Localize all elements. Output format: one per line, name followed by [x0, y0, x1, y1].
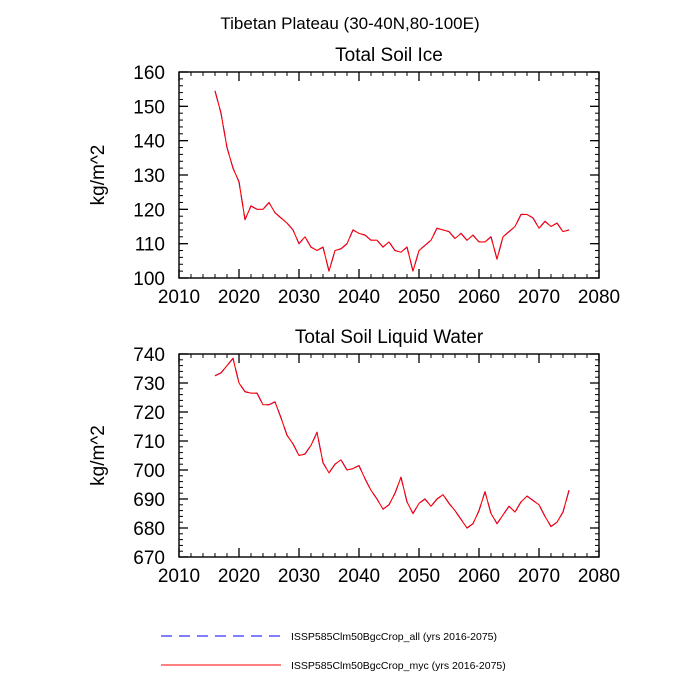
series-line-2 [214, 357, 570, 529]
y-tick-label: 130 [133, 166, 165, 187]
x-tick-label: 2060 [458, 287, 500, 308]
legend: ISSP585Clm50BgcCrop_all (yrs 2016-2075) I… [161, 631, 506, 672]
y-tick-label: 150 [133, 97, 165, 118]
chart-panel-1: Total Soil Ice kg/m^2 2010 2020 2030 2040 2050… [88, 45, 620, 308]
y-tick-label: 670 [133, 548, 165, 569]
x-tick-label: 2050 [398, 287, 440, 308]
x-tick-label: 2080 [578, 566, 620, 587]
y-tick-label: 740 [133, 345, 165, 366]
plot-frame [178, 353, 600, 558]
x-tick-label: 2030 [278, 287, 320, 308]
y-axis-label: kg/m^2 [88, 145, 109, 206]
x-tick-label: 2050 [398, 566, 440, 587]
legend-item-2: ISSP585Clm50BgcCrop_myc (yrs 2016-2075) [161, 660, 506, 672]
y-tick-label: 110 [135, 235, 165, 256]
x-tick-label: 2040 [338, 566, 380, 587]
figure-title: Tibetan Plateau (30-40N,80-100E) [220, 14, 479, 33]
panel-title: Total Soil Liquid Water [295, 327, 484, 348]
y-tick-label: 160 [133, 63, 165, 84]
y-tick-label: 680 [133, 519, 165, 540]
y-tick-label: 100 [133, 269, 165, 290]
chart-panel-2: Total Soil Liquid Water kg/m^2 2010 2020 203… [88, 327, 620, 587]
chart-panels: Total Soil Ice kg/m^2 2010 2020 2030 2040 2050… [88, 45, 620, 587]
series-line-2 [214, 90, 570, 272]
y-tick-label: 690 [133, 490, 165, 511]
panel-title: Total Soil Ice [335, 45, 443, 66]
x-tick-label: 2070 [518, 287, 560, 308]
x-tick-label: 2010 [158, 287, 200, 308]
x-tick-label: 2030 [278, 566, 320, 587]
x-tick-label: 2040 [338, 287, 380, 308]
y-tick-label: 120 [133, 200, 165, 221]
y-tick-label: 720 [133, 403, 165, 424]
x-tick-label: 2010 [158, 566, 200, 587]
x-tick-label: 2060 [458, 566, 500, 587]
legend-item-1: ISSP585Clm50BgcCrop_all (yrs 2016-2075) [161, 631, 497, 643]
legend-label: ISSP585Clm50BgcCrop_all (yrs 2016-2075) [291, 631, 497, 643]
legend-label: ISSP585Clm50BgcCrop_myc (yrs 2016-2075) [291, 660, 506, 672]
y-tick-label: 710 [133, 432, 165, 453]
y-tick-label: 140 [133, 132, 165, 153]
x-tick-label: 2020 [218, 566, 260, 587]
plot-frame [178, 71, 600, 279]
x-tick-label: 2070 [518, 566, 560, 587]
x-tick-label: 2020 [218, 287, 260, 308]
series-line-1 [214, 90, 570, 272]
y-tick-label: 700 [133, 461, 165, 482]
series-line-1 [214, 357, 570, 529]
x-tick-label: 2080 [578, 287, 620, 308]
y-axis-label: kg/m^2 [88, 425, 109, 486]
y-tick-label: 730 [133, 374, 165, 395]
